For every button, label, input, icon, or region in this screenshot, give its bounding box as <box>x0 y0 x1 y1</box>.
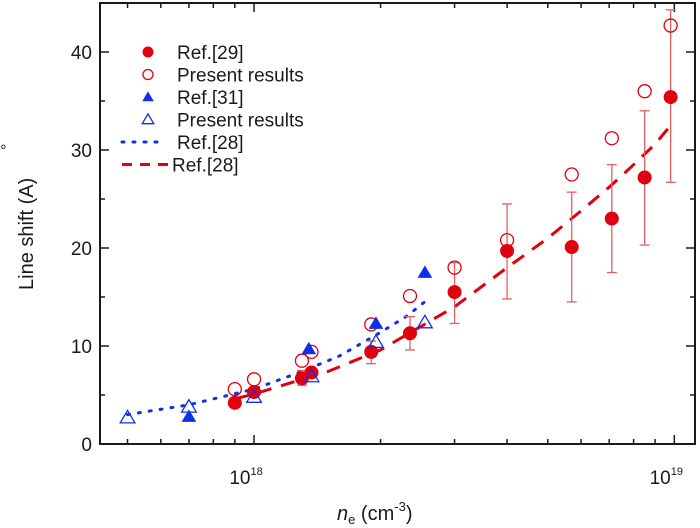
y-tick-label: 0 <box>81 435 92 456</box>
y-axis-title-text: Line shift (A) <box>16 178 38 290</box>
data-point-open-triangle <box>245 388 263 403</box>
plot-frame <box>99 2 696 445</box>
x-axis-title-close: ) <box>406 503 413 525</box>
data-point-open-triangle <box>367 333 385 349</box>
legend-item: Ref.[28] <box>120 133 244 154</box>
data-point-open-circle <box>246 372 262 387</box>
data-point-filled-circle <box>402 326 417 341</box>
data-point-open-circle <box>663 18 678 33</box>
data-point-filled-triangle <box>417 265 433 278</box>
y-axis-title: Line shift (A) <box>16 178 38 290</box>
x-axis-title-sub: e <box>348 512 355 527</box>
data-point-open-circle <box>402 288 418 304</box>
y-axis-title-ring: ° <box>0 144 16 150</box>
fit-line-dotted <box>126 297 430 417</box>
legend-item: Ref.[31] <box>142 88 244 109</box>
data-point-open-circle <box>499 233 515 248</box>
legend-item: Present results <box>142 66 304 87</box>
y-tick-label: 20 <box>71 239 92 260</box>
y-tick-label: 10 <box>71 337 92 358</box>
data-point-open-triangle <box>416 314 434 329</box>
legend-label: Ref.[28] <box>172 156 239 177</box>
x-tick-label: 1019 <box>650 466 683 489</box>
legend-label: Present results <box>177 111 304 132</box>
legend-item: Ref.[29] <box>142 43 244 64</box>
data-point-filled-circle <box>663 90 678 105</box>
data-point-filled-circle <box>637 170 652 185</box>
data-point-filled-triangle <box>301 341 317 355</box>
legend-label: Ref.[29] <box>177 43 244 64</box>
data-point-filled-circle <box>500 243 515 258</box>
data-point-open-triangle <box>119 409 137 424</box>
x-axis-title: ne (cm-3) <box>337 499 412 527</box>
x-tick-label: 1018 <box>229 466 262 489</box>
legend-label: Present results <box>177 66 304 87</box>
data-point-open-circle <box>447 260 462 275</box>
data-point-open-circle <box>564 167 579 182</box>
legend-filled-triangle-icon <box>142 91 154 102</box>
data-point-open-circle <box>227 381 242 397</box>
data-point-filled-circle <box>604 211 619 226</box>
data-point-open-circle <box>637 84 652 99</box>
data-point-open-triangle <box>180 398 198 413</box>
x-axis-title-sup: -3 <box>394 499 406 514</box>
data-point-filled-triangle <box>181 409 197 422</box>
legend-item: Ref.[28] <box>122 156 239 177</box>
legend-filled-circle-icon <box>142 46 154 58</box>
data-point-filled-circle <box>564 240 579 255</box>
x-axis-title-unit: (cm <box>355 503 394 525</box>
data-point-open-triangle <box>303 367 320 383</box>
legend-item: Present results <box>141 111 304 132</box>
data-point-open-circle <box>604 131 619 146</box>
data-point-filled-circle <box>227 395 242 410</box>
data-point-filled-triangle <box>368 316 384 329</box>
legend-open-circle-icon <box>142 68 154 81</box>
x-axis-title-n: n <box>337 503 348 525</box>
y-tick-label: 30 <box>71 141 92 162</box>
legend-label: Ref.[28] <box>177 133 244 154</box>
y-tick-label: 40 <box>71 43 92 64</box>
data-point-filled-circle <box>447 285 462 300</box>
data-point-filled-circle <box>364 344 379 359</box>
legend-label: Ref.[31] <box>177 88 244 109</box>
legend-open-triangle-icon <box>141 112 155 125</box>
